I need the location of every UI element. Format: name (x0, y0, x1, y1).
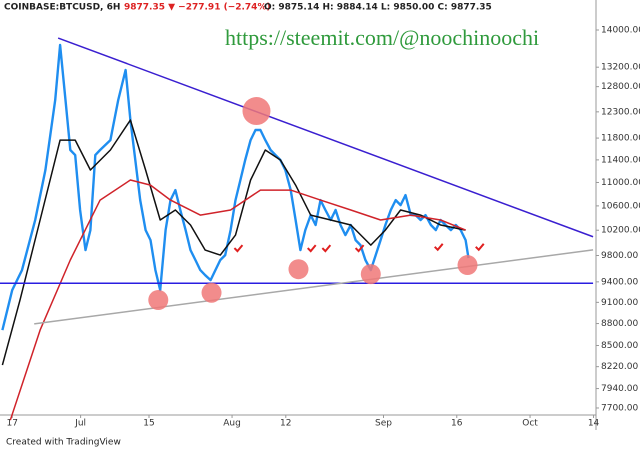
y-tick-label: 9400.00 (601, 277, 638, 287)
y-tick-label: 7700.00 (601, 403, 638, 413)
check-mark (321, 244, 332, 253)
symbol: COINBASE:BTCUSD, 6H (4, 3, 120, 13)
x-tick-label: 14 (588, 419, 600, 429)
ohlc: O: 9875.14 H: 9884.14 L: 9850.00 C: 9877… (264, 3, 492, 13)
y-tick-label: 8800.00 (601, 319, 638, 329)
x-tick-label: 17 (6, 419, 17, 429)
y-tick-label: 7940.00 (601, 384, 638, 394)
y-tick-label: 14000.00 (601, 25, 640, 35)
y-tick-label: 11000.00 (601, 178, 640, 188)
y-tick-label: 11400.00 (601, 155, 640, 165)
highlight-circle (242, 97, 271, 126)
price-line (9, 179, 466, 421)
y-tick-label: 13200.00 (601, 63, 640, 73)
trendline (57, 37, 594, 238)
x-tick-label: 16 (451, 419, 463, 429)
y-tick-label: 9100.00 (601, 298, 638, 308)
y-tick-label: 11800.00 (601, 134, 640, 144)
trendline (34, 249, 594, 325)
y-tick-label: 10600.00 (601, 201, 640, 211)
check-mark (354, 244, 365, 253)
price-line (1, 43, 470, 331)
highlight-circle (457, 255, 478, 276)
y-tick-label: 9800.00 (601, 251, 638, 261)
x-tick-label: 12 (280, 419, 291, 429)
y-tick-label: 12800.00 (601, 82, 640, 92)
check-mark (233, 244, 244, 253)
highlight-circle (148, 290, 169, 311)
check-mark (475, 243, 485, 252)
x-tick-label: Jul (74, 419, 86, 429)
y-tick-label: 10200.00 (601, 226, 640, 236)
highlight-circle (201, 282, 222, 303)
y-tick-label: 8220.00 (601, 362, 638, 372)
watermark: https://steemit.com/@noochinoochi (225, 25, 539, 50)
price-change: 9877.35 ▼ −277.91 (−2.74%) (124, 3, 271, 13)
y-tick-label: 12300.00 (601, 107, 640, 117)
x-tick-label: Aug (223, 419, 241, 429)
check-mark (306, 244, 317, 253)
x-tick-label: Sep (375, 419, 392, 429)
check-mark (434, 243, 444, 252)
y-tick-label: 8500.00 (601, 341, 638, 351)
x-tick-label: Oct (522, 419, 538, 429)
highlight-circle (360, 264, 381, 285)
x-tick-label: 15 (143, 419, 154, 429)
footer: Created with TradingView (6, 438, 121, 448)
price-line (1, 119, 466, 366)
highlight-circle (288, 259, 309, 280)
